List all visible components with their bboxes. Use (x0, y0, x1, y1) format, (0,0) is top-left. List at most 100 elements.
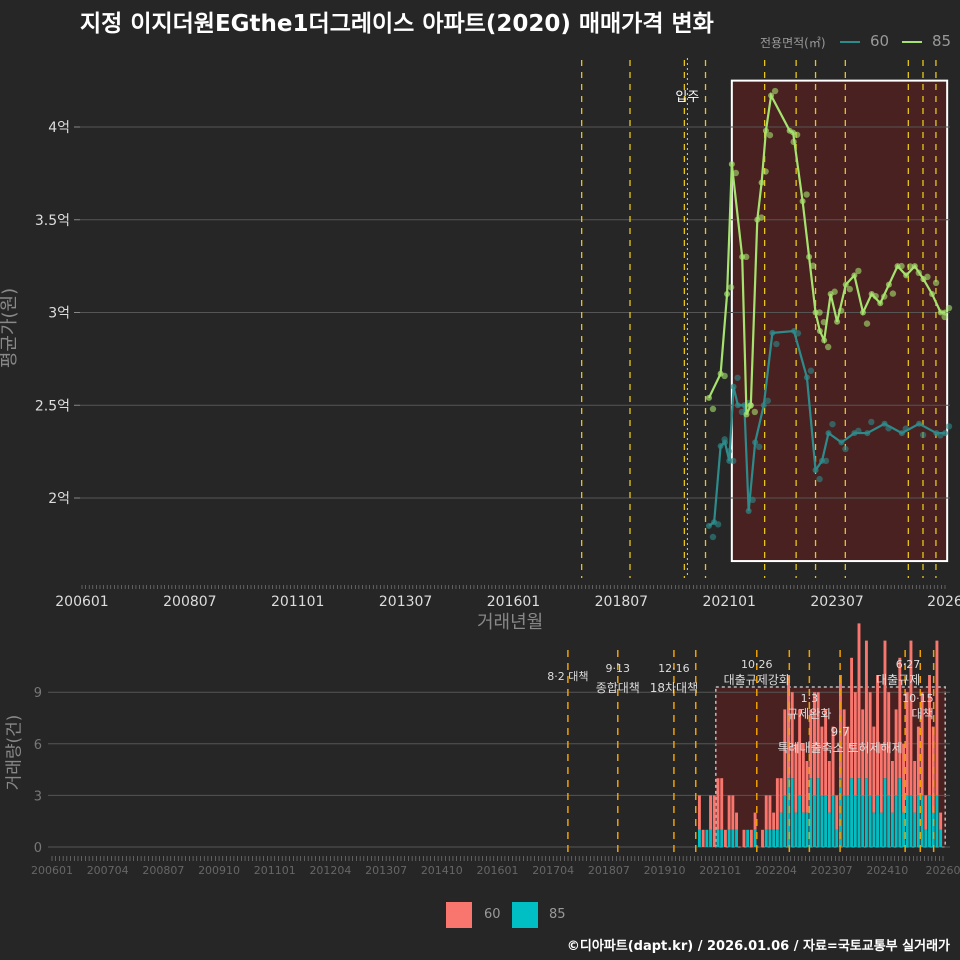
bar-85 (835, 829, 839, 847)
bar-85 (720, 829, 724, 847)
point-85 (881, 293, 888, 300)
bar-x-tick-label: 200910 (198, 864, 240, 877)
bar-x-tick-label: 201910 (644, 864, 686, 877)
bar-60 (790, 692, 794, 779)
point-60 (868, 418, 875, 426)
bar-85 (861, 795, 865, 847)
point-85 (721, 372, 728, 380)
bar-x-tick-label: 202101 (699, 864, 741, 877)
y-tick-label: 3억 (48, 306, 70, 322)
event-date: 9·13 (606, 662, 631, 675)
point-85 (803, 191, 810, 198)
bar-60 (827, 761, 831, 813)
bar-60 (913, 761, 917, 813)
bar-85 (857, 778, 861, 847)
bar-60 (779, 778, 783, 813)
bar-60 (816, 692, 820, 779)
bar-60 (813, 692, 816, 796)
bar-60 (890, 761, 894, 813)
bar-60 (712, 795, 716, 847)
point-60 (764, 397, 771, 404)
bar-60 (935, 640, 939, 796)
bar-60 (872, 726, 876, 813)
point-85 (915, 269, 922, 277)
bar-85 (779, 812, 783, 847)
point-85 (851, 272, 858, 279)
bar-85 (705, 829, 709, 847)
bar-85 (820, 795, 824, 847)
footer-credit: ©디아파트(dapt.kr) / 2026.01.06 / 자료=국토교통부 실… (566, 939, 950, 954)
point-85 (906, 263, 914, 270)
event-label: 종합대책 (596, 680, 640, 695)
bar-85 (805, 812, 809, 847)
bar-60 (709, 795, 713, 830)
point-85 (806, 253, 813, 260)
bar-85 (846, 795, 850, 847)
bar-x-tick-label: 201307 (365, 864, 407, 877)
y-tick-label: 2.5억 (35, 398, 70, 414)
bar-85 (872, 812, 876, 847)
point-85 (872, 292, 879, 300)
x-tick-label: 201307 (379, 594, 432, 610)
bar-85 (709, 829, 713, 847)
bar-85 (887, 795, 891, 847)
bar-60 (876, 675, 880, 796)
bar-60 (861, 709, 865, 796)
bar-60 (749, 829, 753, 847)
bar-60 (857, 623, 861, 779)
bar-85 (909, 795, 913, 847)
bar-y-tick-label: 0 (34, 841, 42, 856)
bar-x-tick-label: 202410 (866, 864, 908, 877)
point-60 (730, 383, 737, 390)
bar-x-tick-label: 202307 (811, 864, 853, 877)
point-60 (803, 374, 810, 381)
event-label: 18차대책 (650, 680, 698, 695)
point-85 (834, 318, 841, 325)
bar-85 (768, 829, 772, 847)
bar-60 (742, 829, 746, 847)
point-85 (709, 405, 717, 413)
bar-60 (939, 812, 943, 830)
point-85 (793, 131, 801, 138)
x-axis-title: 거래년월 (477, 612, 544, 633)
point-60 (745, 507, 752, 514)
bar-85 (894, 795, 898, 847)
point-60 (738, 408, 746, 416)
bar-x-tick-label: 201204 (309, 864, 351, 877)
point-60 (721, 439, 728, 446)
point-60 (709, 533, 717, 541)
bar-60 (798, 709, 802, 796)
point-85 (727, 284, 735, 291)
bar-60 (820, 726, 824, 796)
event-date: 6·27 (896, 658, 921, 671)
point-60 (714, 521, 722, 528)
bar-85 (916, 795, 920, 847)
point-85 (885, 281, 892, 288)
point-60 (725, 448, 733, 455)
point-85 (816, 309, 823, 316)
bar-85 (809, 778, 813, 847)
point-60 (794, 330, 802, 337)
point-60 (855, 427, 862, 435)
point-85 (799, 198, 806, 205)
bar-60 (701, 829, 705, 847)
bar-85 (902, 812, 905, 847)
bar-85 (913, 812, 917, 847)
bar-60 (835, 795, 839, 830)
x-tick-label: 201807 (595, 594, 648, 610)
bar-x-tick-label: 201704 (532, 864, 574, 877)
event-label: 9·7 (831, 725, 850, 739)
bar-60 (764, 795, 768, 830)
bar-60 (868, 692, 872, 796)
bar-60 (846, 726, 850, 796)
bar-60 (794, 743, 798, 813)
point-85 (889, 290, 897, 297)
event-date: 1·3 (801, 692, 819, 705)
bar-85 (735, 829, 738, 847)
bar-85 (868, 795, 872, 847)
event-label: 대출규제 (876, 673, 920, 687)
point-60 (749, 496, 756, 504)
point-85 (809, 262, 817, 269)
bar-85 (924, 829, 928, 847)
point-85 (758, 214, 765, 221)
